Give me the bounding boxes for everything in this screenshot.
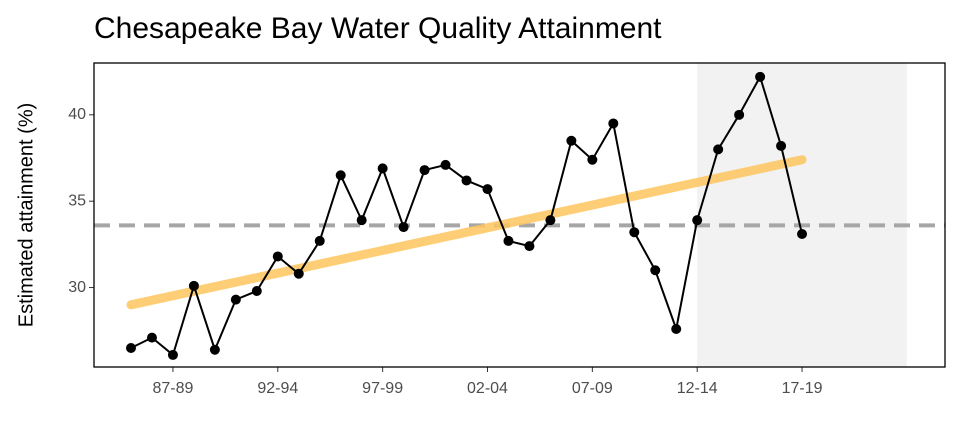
data-point xyxy=(461,175,472,186)
y-tick-label: 35 xyxy=(68,192,86,209)
data-point xyxy=(797,229,808,239)
x-tick-label: 07-09 xyxy=(572,380,613,397)
data-point xyxy=(398,222,409,233)
x-tick-label: 17-19 xyxy=(782,380,823,397)
data-point xyxy=(377,163,388,174)
data-point xyxy=(776,140,787,151)
data-point xyxy=(629,227,640,238)
data-point xyxy=(734,109,745,120)
data-point xyxy=(545,215,556,226)
data-point xyxy=(126,343,136,353)
data-point xyxy=(482,184,493,195)
x-tick-label: 97-99 xyxy=(362,380,403,397)
data-point xyxy=(692,215,703,226)
data-point xyxy=(188,280,199,291)
data-point xyxy=(587,154,598,165)
data-point xyxy=(356,215,367,226)
y-tick-label: 40 xyxy=(68,106,86,123)
data-point xyxy=(293,268,304,279)
data-point xyxy=(314,235,325,246)
data-point xyxy=(440,159,451,170)
x-tick-label: 87-89 xyxy=(152,380,193,397)
data-point xyxy=(419,165,430,176)
data-point xyxy=(755,71,766,82)
data-point xyxy=(272,251,283,262)
data-point xyxy=(671,324,682,334)
data-point xyxy=(335,170,346,181)
data-point xyxy=(524,241,535,252)
data-point xyxy=(566,135,577,146)
data-point xyxy=(608,118,619,129)
y-axis-label: Estimated attainment (%) xyxy=(15,103,37,328)
x-tick-label: 92-94 xyxy=(257,380,298,397)
data-point xyxy=(251,286,262,296)
data-point xyxy=(230,294,241,305)
trend-line xyxy=(126,155,807,310)
data-point xyxy=(503,235,514,246)
data-point xyxy=(713,144,724,155)
data-point xyxy=(167,349,178,360)
data-point xyxy=(650,265,661,276)
y-tick-label: 30 xyxy=(68,279,86,296)
data-point xyxy=(209,344,220,355)
plot-border xyxy=(93,62,946,368)
chart-title: Chesapeake Bay Water Quality Attainment xyxy=(94,12,662,45)
data-point xyxy=(146,332,157,343)
x-tick-label: 12-14 xyxy=(677,380,718,397)
x-tick-label: 02-04 xyxy=(467,380,508,397)
highlight-region xyxy=(697,63,907,367)
